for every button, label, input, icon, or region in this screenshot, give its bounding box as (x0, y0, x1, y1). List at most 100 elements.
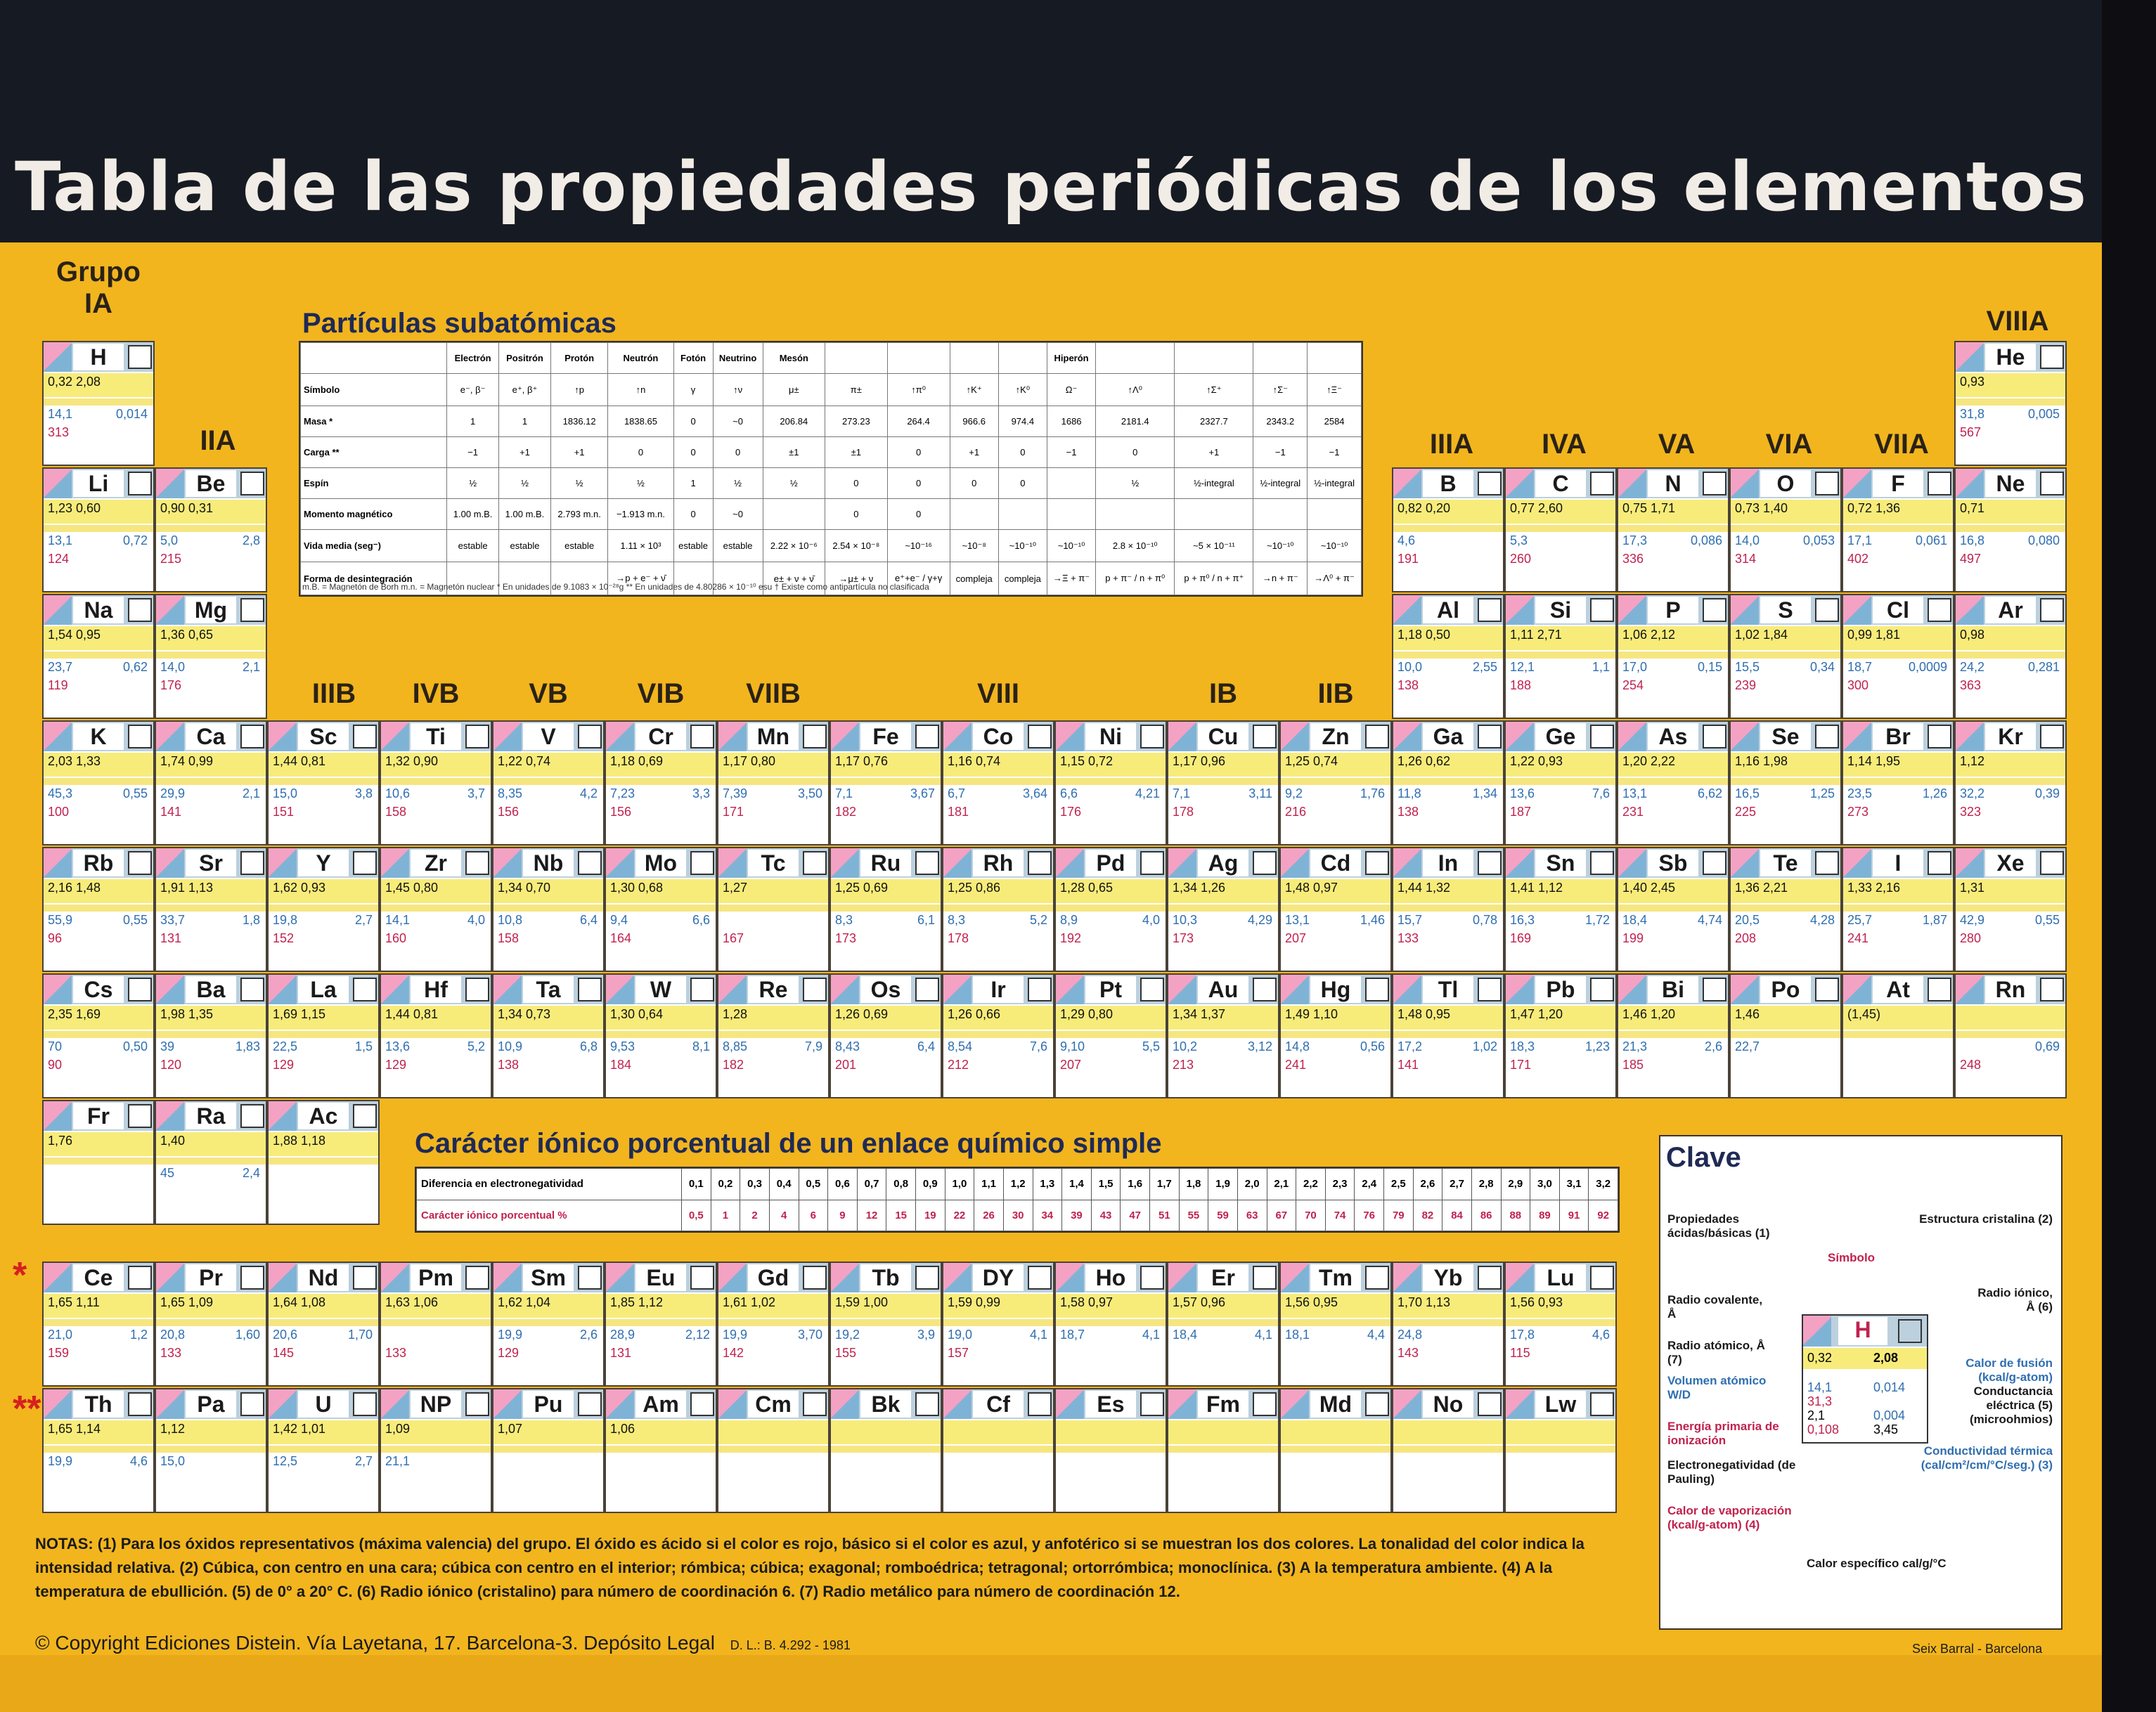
ionization-energy: 133 (1397, 931, 1419, 945)
acid-base-triangle (44, 595, 72, 625)
ionization-energy: 156 (610, 805, 632, 819)
particles-cell: 0 (998, 436, 1047, 469)
radius-values: 0,82 0,20 (1397, 501, 1451, 515)
ionization-energy: 171 (723, 805, 744, 819)
ionic-diff-cell: 2,0 (1237, 1168, 1267, 1200)
cell-band (1843, 525, 1953, 532)
radius-values: 1,33 2,16 (1847, 881, 1901, 895)
crystal-structure-icon (240, 598, 264, 622)
conductance-value: 2,6 (579, 1328, 598, 1342)
ionization-energy: 129 (273, 1058, 295, 1072)
atomic-volume: 5,3 (1510, 533, 1528, 547)
cell-band (156, 1446, 266, 1453)
cell-band (943, 879, 1053, 903)
ionic-percent-cell: 89 (1530, 1199, 1560, 1231)
copyright-main: © Copyright Ediciones Distein. Vía Layet… (35, 1632, 715, 1654)
conductance-value: 2,12 (685, 1328, 710, 1342)
atomic-volume: 7,1 (835, 786, 853, 800)
radius-values: 1,17 0,80 (723, 754, 776, 768)
atomic-volume: 33,7 (160, 913, 186, 927)
acid-base-triangle (156, 848, 184, 878)
legend-v7: 0,108 (1807, 1422, 1840, 1437)
particles-cell: 2181.4 (1095, 406, 1175, 438)
cell-band (1056, 1319, 1166, 1326)
radius-values: 1,34 1,37 (1173, 1007, 1226, 1021)
ionic-diff-label: Diferencia en electronegatividad (416, 1168, 682, 1200)
hexagonal-crystal-icon (1898, 1319, 1922, 1343)
crystal-structure-icon (1140, 851, 1164, 875)
ionization-energy: 145 (273, 1346, 295, 1360)
ionic-diff-cell: 3,1 (1558, 1168, 1589, 1200)
particles-header-cell: Mesón (762, 342, 826, 374)
ionic-percent-cell: 92 (1588, 1199, 1618, 1231)
particles-cell: estable (498, 528, 551, 563)
conductance-value: 1,02 (1472, 1039, 1497, 1053)
atomic-volume: 8,85 (723, 1039, 748, 1053)
element-nb: Nb 1,34 0,70 10,8 158 6,4 (492, 847, 605, 972)
cell-band (831, 1006, 941, 1030)
atomic-volume: 7,23 (610, 786, 635, 800)
ionization-energy: 138 (498, 1058, 519, 1072)
element-symbol: F (1873, 470, 1923, 497)
cell-band (943, 1319, 1053, 1326)
particles-cell: 1 (446, 406, 500, 438)
radius-values: (1,45) (1847, 1007, 1881, 1021)
particles-cell: e⁺+e⁻ / γ+γ (886, 562, 950, 595)
atomic-volume: 19,9 (48, 1454, 73, 1468)
cell-band (606, 1006, 716, 1030)
cell-band (1956, 753, 2065, 777)
element-symbol: Ce (73, 1264, 124, 1291)
cell-band (1393, 1420, 1503, 1444)
element-sb: Sb 1,40 2,45 18,4 199 4,74 (1617, 847, 1729, 972)
atomic-volume: 16,3 (1510, 913, 1535, 927)
ionic-percent-cell: 74 (1324, 1199, 1355, 1231)
conductance-value: 3,67 (910, 786, 935, 800)
element-symbol: Xe (1985, 850, 2036, 876)
atomic-volume: 18,7 (1060, 1328, 1085, 1342)
cell-band (156, 1031, 266, 1038)
element-ta: Ta 1,34 0,73 10,9 138 6,8 (492, 973, 605, 1098)
cell-band (493, 1006, 603, 1030)
radius-values: 1,34 1,26 (1173, 881, 1226, 895)
element-symbol: Ge (1535, 723, 1586, 750)
ionic-percent-cell: 84 (1442, 1199, 1472, 1231)
cell-band (1393, 626, 1503, 650)
cell-band (44, 398, 153, 406)
element-cu: Cu 1,17 0,96 7,1 178 3,11 (1167, 720, 1279, 845)
cell-band (269, 1294, 378, 1318)
right-edge (2102, 0, 2156, 1712)
page-title: Tabla de las propiedades periódicas de l… (14, 148, 2088, 226)
atomic-volume: 15,0 (160, 1454, 186, 1468)
particles-table: Electrón Positrón Protón Neutrón Fotón Neutri… (299, 341, 1363, 597)
atomic-volume: 17,3 (1622, 533, 1648, 547)
conductance-value: 5,2 (1029, 913, 1047, 927)
ionization-energy: 231 (1622, 805, 1644, 819)
radius-values: 0,93 (1960, 375, 1985, 389)
acid-base-triangle (1281, 975, 1309, 1004)
cell-band (44, 525, 153, 532)
conductance-value: 4,2 (579, 786, 598, 800)
crystal-structure-icon (1815, 978, 1839, 1001)
element-he: He 0,93 31,8 567 0,005 (1954, 341, 2067, 466)
element-symbol: Cm (748, 1391, 799, 1418)
particles-row-label: Momento magnético (299, 498, 448, 530)
radius-values: 1,22 0,93 (1510, 754, 1563, 768)
radius-values: 1,20 2,22 (1622, 754, 1676, 768)
particles-cell: +1 (949, 436, 999, 469)
cell-band (1618, 1031, 1728, 1038)
acid-base-triangle (269, 1389, 297, 1419)
atomic-volume: 15,5 (1735, 660, 1760, 674)
acid-base-triangle (1393, 595, 1421, 625)
ionic-diff-cell: 0,8 (886, 1168, 916, 1200)
cell-band (1168, 778, 1278, 785)
ionization-energy: 142 (723, 1346, 744, 1360)
conductance-value: 6,4 (579, 913, 598, 927)
cell-band (381, 879, 491, 903)
atomic-volume: 18,3 (1510, 1039, 1535, 1053)
element-symbol: Pt (1085, 976, 1136, 1003)
crystal-structure-icon (1028, 851, 1052, 875)
element-tl: Tl 1,48 0,95 17,2 141 1,02 (1392, 973, 1504, 1098)
conductance-value: 1,76 (1360, 786, 1385, 800)
ionization-energy: 151 (273, 805, 295, 819)
cell-band (493, 1031, 603, 1038)
